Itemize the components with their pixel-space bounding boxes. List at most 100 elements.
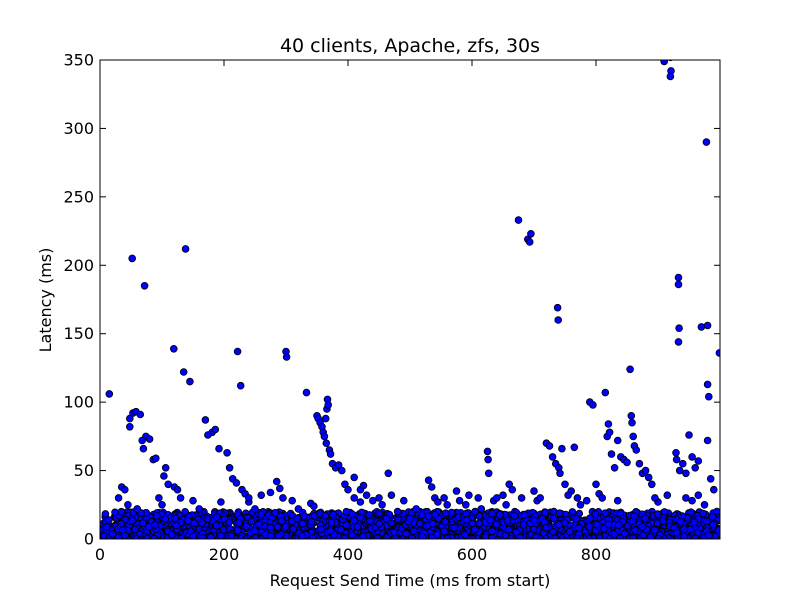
data-point	[553, 303, 562, 312]
x-tick-label: 0	[95, 545, 105, 564]
data-point	[170, 344, 178, 353]
data-point	[613, 496, 622, 505]
data-point	[242, 522, 251, 530]
data-point	[151, 521, 159, 529]
data-point	[356, 513, 365, 522]
y-axis-label: Latency (ms)	[36, 248, 55, 353]
data-point	[505, 525, 513, 534]
data-point	[502, 500, 510, 509]
data-point	[641, 514, 649, 523]
data-point	[527, 230, 535, 238]
data-point	[709, 520, 717, 529]
data-point	[697, 323, 706, 331]
data-point	[605, 428, 614, 437]
y-tick-label: 250	[63, 187, 94, 206]
data-point	[152, 512, 161, 520]
data-point	[461, 500, 470, 509]
data-point	[641, 466, 650, 475]
data-point	[700, 500, 709, 509]
data-point	[593, 520, 601, 529]
data-point	[273, 523, 282, 531]
data-point	[660, 60, 668, 66]
data-point	[431, 510, 439, 519]
data-point	[393, 507, 402, 516]
data-point	[233, 526, 242, 535]
data-point	[685, 431, 693, 439]
data-point	[103, 523, 111, 531]
data-point	[257, 491, 266, 500]
data-point	[468, 519, 476, 528]
data-point	[215, 444, 223, 453]
data-point	[488, 509, 496, 518]
data-point	[158, 500, 166, 509]
data-point	[225, 463, 234, 472]
data-point	[217, 498, 225, 506]
data-point	[672, 455, 681, 464]
data-point	[114, 494, 123, 502]
y-tick-label: 350	[63, 51, 94, 70]
data-point	[610, 530, 619, 539]
data-point	[126, 422, 134, 431]
data-point	[715, 349, 720, 357]
data-point	[440, 527, 449, 535]
data-point	[375, 494, 383, 502]
data-point	[227, 532, 235, 539]
data-point	[548, 453, 557, 461]
data-point	[136, 410, 145, 419]
data-point	[461, 531, 469, 539]
data-point	[410, 527, 418, 536]
data-point	[382, 514, 391, 523]
data-point	[639, 531, 647, 539]
data-point	[161, 515, 169, 523]
data-point	[337, 525, 345, 534]
data-point	[565, 527, 574, 536]
data-point	[375, 509, 384, 518]
data-point	[195, 505, 204, 513]
data-point	[678, 459, 687, 468]
data-point	[598, 494, 606, 502]
data-point	[660, 508, 669, 516]
data-point	[279, 494, 287, 502]
data-point	[342, 507, 351, 516]
data-point	[682, 469, 690, 478]
data-point	[294, 505, 303, 513]
data-point	[114, 534, 123, 539]
data-point	[694, 491, 703, 500]
data-point	[462, 509, 471, 518]
data-point	[610, 463, 619, 472]
data-point	[155, 494, 163, 502]
data-point	[556, 469, 564, 478]
data-point	[362, 491, 371, 500]
data-point	[307, 518, 316, 526]
data-point	[373, 534, 382, 539]
data-point	[118, 526, 127, 534]
data-point	[310, 502, 318, 511]
data-point	[232, 479, 241, 487]
data-point	[630, 512, 638, 520]
data-point	[483, 447, 492, 456]
data-point	[329, 510, 337, 519]
data-point	[471, 507, 479, 516]
data-point	[171, 514, 180, 522]
data-point	[133, 505, 142, 513]
data-point	[675, 324, 683, 333]
data-point	[477, 505, 486, 513]
data-point	[519, 520, 528, 529]
data-point	[705, 531, 713, 539]
data-point	[525, 238, 534, 246]
data-point	[676, 518, 685, 526]
x-axis-label: Request Send Time (ms from start)	[270, 571, 551, 590]
data-point	[694, 457, 703, 465]
data-point	[216, 531, 225, 539]
data-point	[530, 487, 538, 495]
data-point	[212, 521, 221, 530]
data-point	[428, 534, 437, 539]
data-point	[402, 529, 410, 538]
data-point	[646, 533, 655, 539]
data-point	[145, 435, 154, 443]
data-point	[140, 281, 149, 290]
data-point	[213, 513, 221, 521]
chart-title: 40 clients, Apache, zfs, 30s	[280, 35, 540, 57]
data-point	[267, 532, 275, 539]
data-point	[443, 500, 452, 509]
